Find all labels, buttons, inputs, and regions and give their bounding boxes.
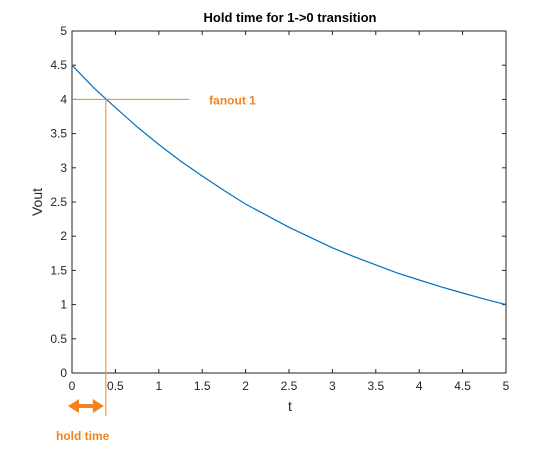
x-tick-label: 0.5 (107, 379, 124, 393)
x-tick-label: 5 (503, 379, 510, 393)
y-tick-label: 4.5 (50, 58, 67, 72)
y-tick-label: 5 (60, 24, 67, 38)
x-tick-label: 2 (242, 379, 249, 393)
y-axis-label: Vout (29, 188, 45, 216)
x-axis-label: t (288, 398, 292, 414)
x-tick-label: 1 (155, 379, 162, 393)
x-tick-label: 4.5 (454, 379, 471, 393)
y-tick-label: 1 (60, 298, 67, 312)
fanout-label: fanout 1 (209, 93, 256, 107)
chart-title: Hold time for 1->0 transition (204, 10, 377, 25)
x-tick-label: 1.5 (194, 379, 211, 393)
hold-time-arrow-right (92, 399, 104, 413)
y-tick-label: 0.5 (50, 332, 67, 346)
y-tick-label: 2.5 (50, 195, 67, 209)
y-tick-label: 4 (60, 92, 67, 106)
tick-group: 0 0.5 1 1.5 2 2.5 3 3.5 4 4.5 5 0 0.5 1 1.5 2 2.5 3 3.5 4 4.… (50, 24, 509, 393)
x-tick-label: 3 (329, 379, 336, 393)
x-tick-label: 3.5 (367, 379, 384, 393)
y-tick-label: 0 (60, 366, 67, 380)
hold-time-arrow-left (68, 399, 79, 413)
x-tick-label: 2.5 (281, 379, 298, 393)
x-tick-label: 4 (416, 379, 423, 393)
y-tick-label: 2 (60, 229, 67, 243)
y-tick-label: 3 (60, 161, 67, 175)
series-line (71, 64, 507, 306)
hold-time-label: hold time (56, 429, 110, 443)
annotation-group: fanout 1 hold time (56, 93, 256, 443)
x-tick-label: 0 (69, 379, 76, 393)
y-tick-label: 1.5 (50, 263, 67, 277)
series-group (71, 64, 507, 306)
y-tick-label: 3.5 (50, 127, 67, 141)
